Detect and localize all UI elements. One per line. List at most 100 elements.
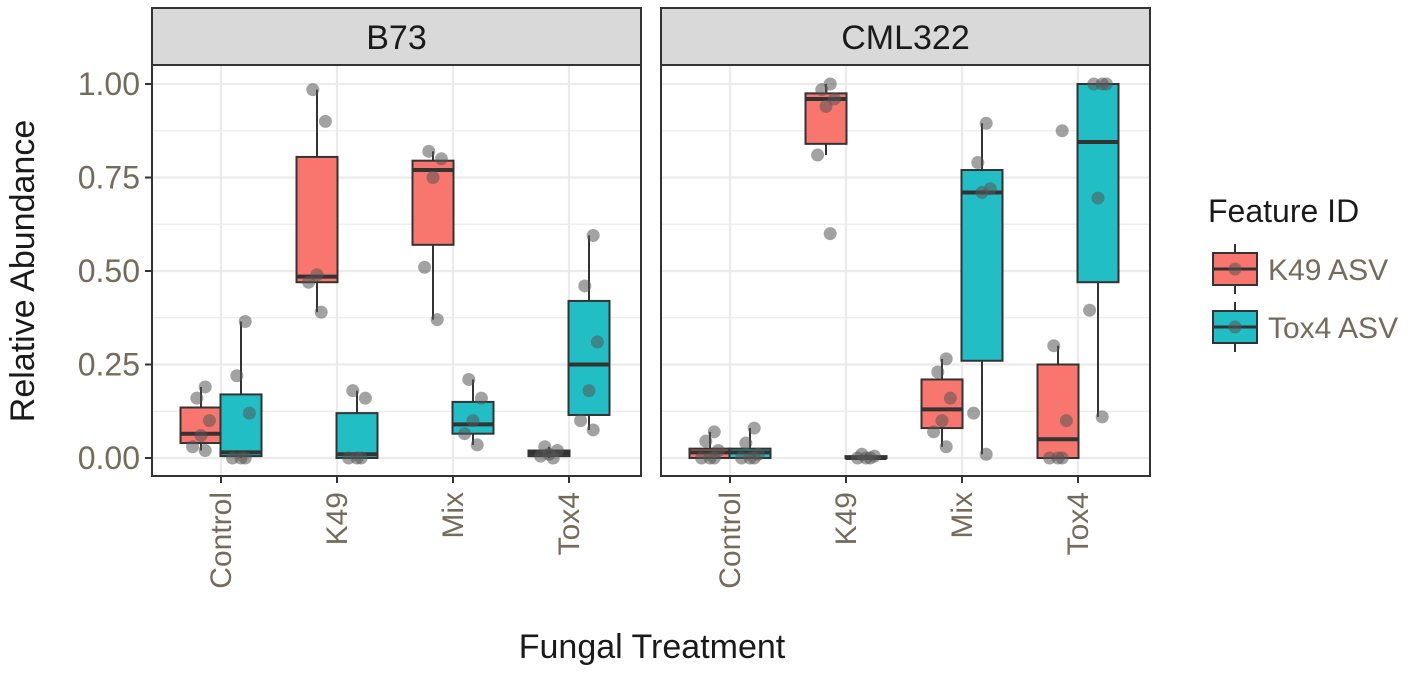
panel-cml322: CML322 Control K49 Mix Tox4	[660, 7, 1151, 589]
legend-label-tox4: Tox4 ASV	[1268, 312, 1398, 345]
data-point	[578, 279, 592, 293]
box-tox4-mix	[960, 116, 1004, 461]
box-k49-control	[179, 380, 223, 458]
data-point	[855, 447, 869, 461]
data-point	[943, 391, 957, 405]
data-point	[318, 114, 332, 128]
x-tick-label: Control	[205, 492, 238, 589]
data-point	[198, 444, 212, 458]
data-point	[538, 440, 552, 454]
legend-label-k49: K49 ASV	[1268, 254, 1388, 287]
box-k49-mix	[411, 144, 455, 327]
box-body	[295, 155, 339, 284]
data-point	[458, 427, 472, 441]
y-tick-label: 0.25	[78, 347, 140, 383]
x-tick-label: Mix	[437, 492, 470, 539]
y-axis: Relative Abundance 0.00 0.25 0.50 0.75 1.00	[4, 66, 140, 476]
data-point	[238, 314, 252, 328]
data-point	[346, 384, 360, 398]
data-point	[474, 391, 488, 405]
panel-strip-label: B73	[366, 19, 427, 57]
panels: B73 Control K49 Mix Tox4 CML322 Control K49 Mix T…	[145, 7, 1151, 589]
data-point	[983, 182, 997, 196]
box-k49-k49	[804, 77, 848, 241]
data-point	[230, 369, 244, 383]
x-tick-label: Mix	[946, 492, 979, 539]
legend-title: Feature ID	[1208, 193, 1359, 229]
data-point	[811, 148, 825, 162]
y-tick-marks	[145, 83, 152, 459]
box-body	[567, 299, 611, 416]
data-point	[1083, 303, 1097, 317]
box-tox4-mix	[451, 372, 495, 452]
data-point	[1055, 124, 1069, 138]
y-tick-label: 0.00	[78, 440, 140, 476]
data-point	[430, 313, 444, 327]
legend-item-k49: K49 ASV	[1212, 244, 1388, 294]
box-k49-k49	[295, 83, 339, 319]
box-marks	[688, 77, 1120, 465]
box-tox4-control	[219, 314, 263, 465]
data-point	[1059, 414, 1073, 428]
y-tick-label: 1.00	[78, 66, 140, 102]
data-point	[234, 451, 248, 465]
data-point	[935, 414, 949, 428]
data-point	[703, 451, 717, 465]
box-tox4-tox4	[1076, 77, 1120, 424]
data-point	[202, 414, 216, 428]
data-point	[979, 116, 993, 130]
data-point	[302, 275, 316, 289]
data-point	[931, 365, 945, 379]
data-point	[186, 440, 200, 454]
box-k49-control	[688, 425, 732, 465]
box-tox4-control	[728, 421, 772, 465]
legend: Feature ID K49 ASV Tox4 ASV	[1208, 193, 1398, 352]
data-point	[1095, 77, 1109, 91]
data-point	[194, 429, 208, 443]
data-point	[1047, 339, 1061, 353]
data-point	[823, 77, 837, 91]
data-point	[582, 384, 596, 398]
data-point	[707, 425, 721, 439]
data-point	[739, 436, 753, 450]
x-tick-label: K49	[321, 492, 354, 545]
data-point	[418, 260, 432, 274]
data-point	[927, 425, 941, 439]
data-point	[462, 372, 476, 386]
data-point	[422, 144, 436, 158]
data-point	[434, 152, 448, 166]
legend-item-tox4: Tox4 ASV	[1212, 302, 1398, 352]
data-point	[699, 434, 713, 448]
data-point	[550, 444, 564, 458]
x-tick-label: Tox4	[553, 492, 586, 555]
data-point	[306, 83, 320, 97]
data-point	[590, 335, 604, 349]
data-point	[827, 92, 841, 106]
x-tick-label: K49	[830, 492, 863, 545]
data-point	[586, 228, 600, 242]
data-point	[939, 440, 953, 454]
data-point	[939, 352, 953, 366]
data-point	[358, 391, 372, 405]
y-tick-labels: 0.00 0.25 0.50 0.75 1.00	[78, 66, 140, 476]
data-point	[751, 447, 765, 461]
box-tox4-tox4	[567, 228, 611, 437]
box-body	[1036, 363, 1080, 459]
box-body	[1076, 83, 1120, 284]
data-point	[242, 406, 256, 420]
data-point	[971, 156, 985, 170]
data-point	[979, 447, 993, 461]
data-point	[586, 423, 600, 437]
data-point	[470, 438, 484, 452]
data-point	[466, 414, 480, 428]
data-point	[867, 449, 881, 463]
box-k49-tox4	[527, 440, 571, 465]
data-point	[190, 391, 204, 405]
box-body	[219, 393, 263, 458]
data-point	[350, 451, 364, 465]
panel-strip-label: CML322	[841, 19, 970, 57]
panel-b73: B73 Control K49 Mix Tox4	[151, 7, 642, 589]
data-point	[426, 171, 440, 184]
y-axis-title: Relative Abundance	[4, 120, 42, 422]
